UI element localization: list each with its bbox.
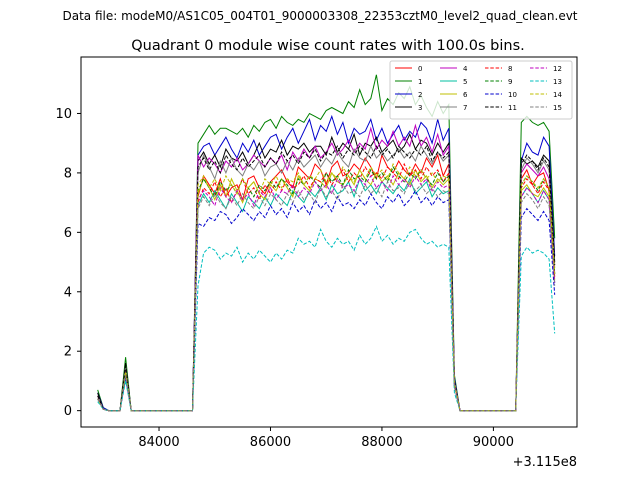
- legend-label-12: 12: [553, 65, 562, 73]
- chart-title: Quadrant 0 module wise count rates with …: [131, 38, 525, 54]
- series-line-5: [97, 177, 556, 412]
- legend-label-1: 1: [418, 78, 422, 86]
- series-line-14: [97, 162, 556, 412]
- series-line-15: [97, 180, 556, 412]
- legend-label-10: 10: [508, 91, 517, 99]
- legend-label-9: 9: [508, 78, 512, 86]
- series-line-12: [97, 174, 556, 412]
- series-line-8: [97, 162, 556, 412]
- legend-label-14: 14: [553, 91, 562, 99]
- x-tick-label: 90000: [473, 435, 514, 450]
- y-tick-label: 2: [64, 345, 72, 360]
- legend-label-5: 5: [463, 78, 467, 86]
- legend-label-3: 3: [418, 104, 422, 112]
- series-line-3: [97, 132, 556, 412]
- legend-label-7: 7: [463, 104, 467, 112]
- suptitle: Data file: modeM0/AS1C05_004T01_90000033…: [62, 9, 577, 23]
- series-line-4: [97, 123, 556, 412]
- legend-frame: [389, 60, 573, 120]
- y-tick-label: 6: [64, 226, 72, 241]
- x-tick-label: 84000: [138, 435, 179, 450]
- y-tick-label: 8: [64, 166, 72, 181]
- y-tick-label: 4: [64, 285, 72, 300]
- series-line-0: [97, 153, 556, 412]
- legend-label-2: 2: [418, 91, 422, 99]
- x-tick-label: 86000: [250, 435, 291, 450]
- legend-label-0: 0: [418, 65, 422, 73]
- legend-label-4: 4: [463, 65, 468, 73]
- legend-label-13: 13: [553, 78, 562, 86]
- series-line-9: [97, 165, 556, 412]
- series-line-6: [97, 168, 556, 412]
- legend-label-8: 8: [508, 65, 512, 73]
- plot-frame: [80, 56, 578, 428]
- series-line-10: [97, 189, 556, 412]
- x-offset-label: +3.115e8: [513, 455, 577, 470]
- legend-label-6: 6: [463, 91, 468, 99]
- y-tick-label: 0: [64, 404, 72, 419]
- x-tick-label: 88000: [361, 435, 402, 450]
- legend-label-15: 15: [553, 104, 562, 112]
- y-tick-label: 10: [55, 107, 72, 122]
- series-line-2: [97, 114, 556, 412]
- series-line-13: [97, 225, 556, 412]
- series-line-1: [97, 74, 556, 412]
- series-layer: [97, 74, 556, 412]
- legend-label-11: 11: [508, 104, 517, 112]
